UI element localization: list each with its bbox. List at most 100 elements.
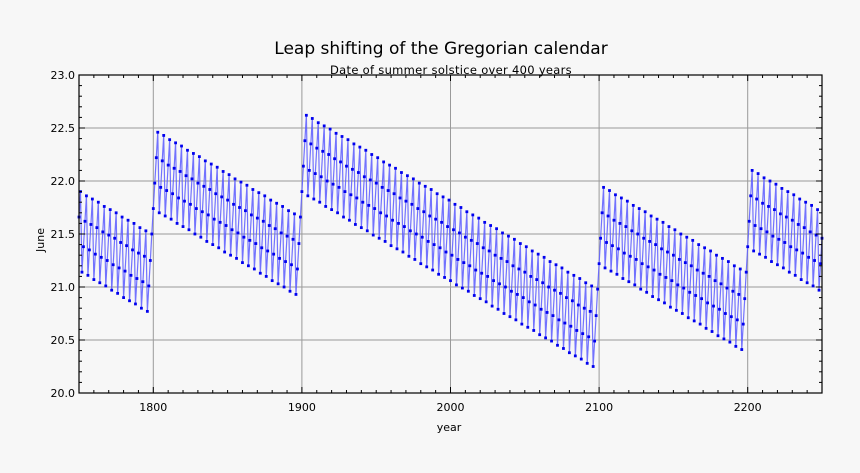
data-point	[247, 264, 250, 268]
data-point	[150, 232, 154, 236]
y-tick-label: 23.0	[51, 69, 76, 82]
data-point	[235, 256, 238, 260]
data-point	[722, 337, 726, 341]
data-point	[273, 227, 277, 231]
data-point	[443, 276, 446, 279]
data-point	[145, 309, 149, 313]
data-point	[481, 246, 485, 250]
data-point	[465, 210, 469, 214]
data-point	[554, 263, 558, 267]
data-point	[508, 315, 512, 319]
data-point	[478, 297, 482, 301]
data-point	[337, 185, 341, 189]
data-point	[609, 269, 613, 273]
data-point	[545, 311, 549, 314]
x-axis-label: year	[437, 421, 462, 434]
series	[77, 113, 824, 368]
data-point	[732, 264, 736, 268]
data-point	[192, 152, 195, 155]
data-point	[716, 334, 720, 338]
data-point	[611, 244, 614, 248]
data-point	[160, 159, 164, 163]
data-point	[664, 276, 668, 279]
data-point	[297, 242, 301, 245]
data-point	[190, 177, 194, 181]
data-point	[229, 253, 232, 257]
data-point	[617, 247, 620, 251]
data-point	[428, 214, 432, 218]
data-point	[559, 291, 562, 295]
data-point	[362, 175, 366, 179]
data-point	[293, 212, 296, 216]
data-point	[312, 197, 316, 201]
data-point	[244, 209, 247, 213]
data-point	[440, 220, 443, 224]
data-point	[582, 306, 586, 310]
data-point	[83, 219, 87, 223]
data-point	[553, 288, 556, 292]
data-point	[269, 198, 273, 202]
data-point	[196, 181, 200, 185]
data-point	[585, 361, 589, 365]
data-point	[744, 270, 748, 274]
data-point	[709, 249, 712, 253]
data-point	[526, 325, 530, 329]
data-point	[264, 275, 268, 278]
data-point	[672, 253, 675, 257]
data-point	[562, 347, 565, 350]
data-point	[520, 322, 524, 326]
data-point	[132, 222, 136, 225]
data-point	[637, 207, 641, 210]
data-point	[530, 249, 534, 253]
data-point	[400, 171, 403, 174]
data-point	[180, 144, 183, 148]
data-point	[741, 322, 745, 326]
data-point	[646, 265, 650, 269]
data-point	[175, 222, 179, 225]
data-point	[765, 230, 769, 234]
data-point	[511, 264, 515, 268]
data-point	[462, 261, 466, 265]
data-point	[570, 299, 574, 303]
data-point	[258, 271, 262, 275]
data-point	[581, 332, 585, 336]
data-point	[813, 259, 816, 262]
data-point	[263, 194, 267, 198]
data-point	[726, 260, 730, 263]
data-point	[517, 267, 521, 271]
data-point	[674, 308, 678, 312]
data-point	[147, 284, 151, 288]
data-point	[322, 124, 326, 128]
y-tick-label: 22.5	[51, 122, 76, 135]
data-point	[743, 297, 747, 301]
data-point	[735, 318, 739, 322]
data-point	[166, 163, 170, 167]
data-point	[695, 268, 699, 272]
data-point	[475, 242, 479, 245]
data-point	[550, 339, 553, 343]
data-point	[117, 266, 121, 270]
data-point	[469, 238, 473, 242]
data-point	[408, 229, 412, 233]
chart-title: Leap shifting of the Gregorian calendar	[274, 39, 607, 59]
x-tick-label: 2200	[734, 401, 762, 414]
data-point	[355, 196, 359, 200]
data-point	[141, 280, 145, 284]
data-point	[593, 339, 597, 343]
data-point	[178, 170, 182, 173]
data-point	[685, 235, 689, 239]
data-point	[276, 282, 280, 286]
data-point	[563, 321, 567, 325]
y-axis: 20.0 20.5 21.0 21.5 22.0 22.5 23.0	[51, 69, 76, 400]
data-point	[569, 324, 573, 328]
data-point	[218, 220, 222, 224]
data-point	[686, 316, 690, 320]
data-point	[502, 312, 506, 315]
data-point	[367, 203, 371, 207]
data-point	[792, 193, 796, 197]
data-point	[450, 253, 454, 257]
data-point	[334, 131, 338, 135]
data-point	[486, 275, 490, 278]
data-point	[330, 208, 334, 212]
data-point	[762, 176, 766, 180]
